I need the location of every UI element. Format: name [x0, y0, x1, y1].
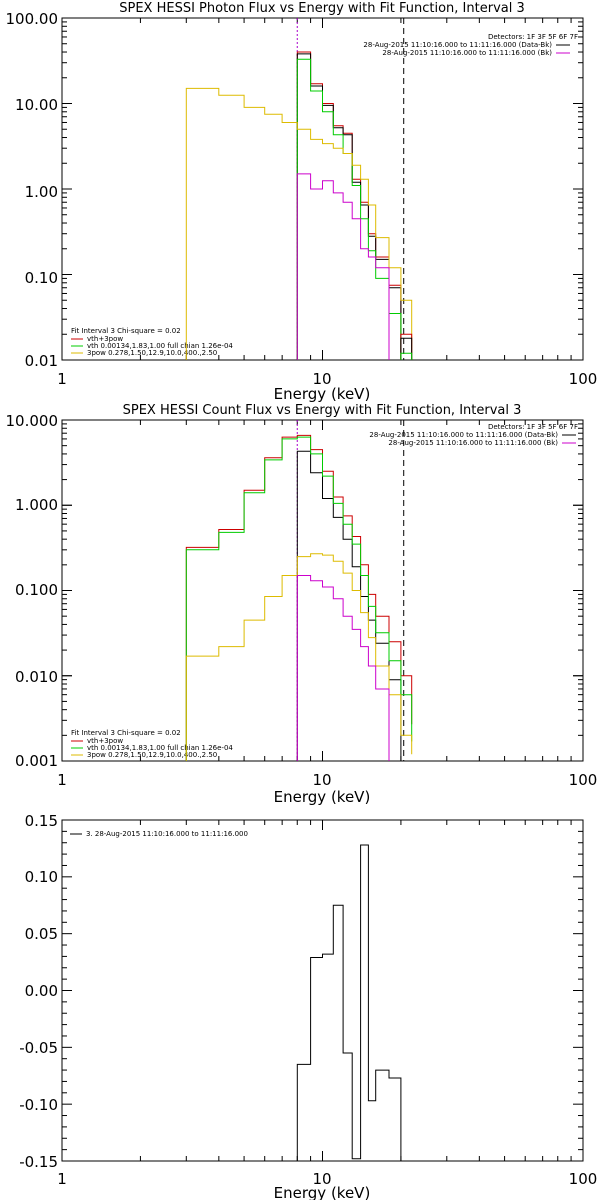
photon-flux-series-1: [296, 53, 402, 360]
count-flux-series-1: [296, 450, 402, 761]
photon-flux-ytick-3: 10.00: [15, 96, 58, 114]
count-flux-xtick-0: 1: [57, 771, 67, 789]
photon-flux-time-data-bk: 28-Aug-2015 11:10:16.000 to 11:11:16.000…: [363, 41, 552, 49]
photon-flux-ytick-0: 0.01: [25, 352, 58, 370]
photon-flux-fit-interval: Fit Interval 3 Chi-square = 0.02: [71, 327, 181, 335]
photon-flux-xtick-1: 10: [312, 370, 331, 388]
count-flux-series-0: [185, 434, 413, 761]
residuals-series-0: [296, 844, 402, 1161]
residuals-ytick-4: 0.05: [25, 925, 58, 943]
count-flux-xlabel: Energy (keV): [274, 788, 371, 806]
photon-flux-xtick-0: 1: [57, 370, 67, 388]
residuals-xtick-0: 1: [57, 1170, 67, 1188]
residuals-xlabel: Energy (keV): [274, 1184, 371, 1200]
residuals-ytick-3: 0.00: [25, 982, 58, 1000]
photon-flux-ytick-1: 0.10: [25, 269, 58, 287]
photon-flux-legend-1: vth 0.00134,1.83,1.00 full chian 1.26e-0…: [87, 342, 233, 350]
count-flux-legend-1: vth 0.00134,1.83,1.00 full chian 1.26e-0…: [87, 744, 233, 752]
residuals-xtick-2: 100: [569, 1170, 598, 1188]
photon-flux-xtick-2: 100: [569, 370, 598, 388]
count-flux-detectors: Detectors: 1F 3F 5F 6F 7F: [488, 423, 578, 431]
residuals-ytick-6: 0.15: [25, 812, 58, 830]
residuals-ytick-1: -0.10: [19, 1096, 58, 1114]
photon-flux-time-bk: 28-Aug-2015 11:10:16.000 to 11:11:16.000…: [382, 49, 552, 57]
count-flux-time-data-bk: 28-Aug-2015 11:10:16.000 to 11:11:16.000…: [369, 431, 558, 439]
count-flux-xtick-2: 100: [569, 771, 598, 789]
count-flux-ytick-1: 0.010: [15, 668, 58, 686]
count-flux-series-3: [185, 553, 413, 761]
residuals-frame: [61, 819, 584, 1162]
photon-flux-series-0: [296, 51, 402, 360]
photon-flux-series-3: [185, 87, 413, 360]
count-flux-fit-interval: Fit Interval 3 Chi-square = 0.02: [71, 729, 181, 737]
photon-flux-ytick-4: 100.00: [6, 10, 59, 28]
photon-flux-legend-2: 3pow 0.278,1.50,12.9,10.0,400.,2.50: [87, 349, 217, 357]
residuals-ytick-2: -0.05: [19, 1039, 58, 1057]
photon-flux-title: SPEX HESSI Photon Flux vs Energy with Fi…: [119, 1, 525, 16]
count-flux-title: SPEX HESSI Count Flux vs Energy with Fit…: [123, 403, 522, 418]
count-flux-ytick-2: 0.100: [15, 581, 58, 599]
photon-flux-series-7: [400, 352, 413, 360]
photon-flux-legend-0: vth+3pow: [87, 335, 123, 343]
residuals-panel: -0.15 -0.10 -0.05 0.00 0.05 0.10 0.15 1 …: [19, 812, 597, 1200]
count-flux-series-4: [296, 575, 390, 761]
photon-flux-panel: SPEX HESSI Photon Flux vs Energy with Fi…: [6, 1, 598, 403]
count-flux-panel: SPEX HESSI Count Flux vs Energy with Fit…: [6, 403, 598, 806]
residuals-legend-label: 3. 28-Aug-2015 11:10:16.000 to 11:11:16.…: [86, 830, 248, 838]
count-flux-time-bk: 28-Aug-2015 11:10:16.000 to 11:11:16.000…: [388, 439, 558, 447]
count-flux-legend-2: 3pow 0.278,1.50,12.9,10.0,400.,2.50: [87, 751, 217, 759]
photon-flux-series-4: [296, 173, 390, 360]
photon-flux-detectors: Detectors: 1F 3F 5F 6F 7F: [488, 33, 578, 41]
count-flux-ytick-4: 10.000: [6, 412, 59, 430]
count-flux-ytick-0: 0.001: [15, 752, 58, 770]
count-flux-legend-0: vth+3pow: [87, 737, 123, 745]
count-flux-series-2: [185, 436, 413, 761]
photon-flux-xlabel: Energy (keV): [274, 385, 371, 403]
residuals-ytick-0: -0.15: [19, 1153, 58, 1171]
photon-flux-ytick-2: 1.00: [25, 183, 58, 201]
count-flux-ytick-3: 1.000: [15, 496, 58, 514]
count-flux-xtick-1: 10: [312, 771, 331, 789]
residuals-ytick-5: 0.10: [25, 868, 58, 886]
photon-flux-series-2: [296, 58, 402, 360]
residuals-xtick-1: 10: [312, 1170, 331, 1188]
photon-flux-series-6: [400, 337, 413, 360]
